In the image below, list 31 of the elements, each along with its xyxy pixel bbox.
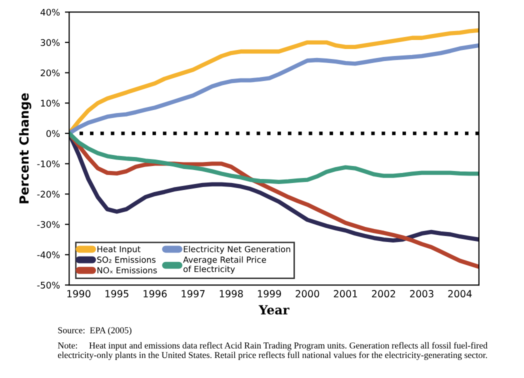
- x-axis-title: Year: [258, 305, 290, 315]
- legend-label: Average Retail Price of Electricity: [183, 256, 266, 274]
- legend-label: Heat Input: [97, 246, 140, 254]
- legend-label: SO₂ Emissions: [97, 256, 156, 263]
- y-axis-title: Percent Change: [19, 93, 32, 204]
- line-series: [69, 131, 479, 184]
- x-tick-label: 2001: [334, 290, 357, 298]
- y-tick-label: 0%: [46, 130, 60, 137]
- x-tick-label: 2003: [410, 290, 434, 298]
- y-tick-label: 10%: [41, 100, 60, 107]
- x-tick-label: 1995: [106, 290, 128, 298]
- x-tick-label: 1997: [182, 290, 205, 298]
- y-tick-label: 20%: [40, 69, 60, 76]
- y-tick-label: -40%: [37, 251, 60, 258]
- x-tick-label: 1996: [144, 290, 167, 298]
- source-note: Source: EPA (2005): [58, 326, 132, 336]
- y-tick-label: -20%: [37, 190, 60, 198]
- x-tick-label: 1999: [258, 290, 281, 298]
- x-tick-label: 2002: [372, 290, 396, 298]
- x-tick-label: 2000: [296, 290, 320, 298]
- x-tick-label: 2004: [448, 290, 472, 298]
- y-tick-label: 30%: [40, 39, 60, 46]
- x-tick-label: 1990: [67, 290, 90, 298]
- y-tick-label: -30%: [37, 221, 60, 228]
- y-tick-label: 40%: [40, 8, 60, 16]
- y-tick-label: -10%: [37, 160, 60, 168]
- x-tick-label: 1998: [220, 290, 243, 298]
- legend-label: Electricity Net Generation: [184, 246, 290, 254]
- legend-label: NOₓ Emissions: [97, 266, 157, 274]
- y-tick-label: -50%: [37, 282, 60, 289]
- text: Note: Heat input and emissions data reflect Acid Rain Trading Program units. Generation reflects all fossil fuel-fired electricity-only plants in the United States. Retail price reflects full national values for the electricity-generating sector.: [58, 342, 488, 360]
